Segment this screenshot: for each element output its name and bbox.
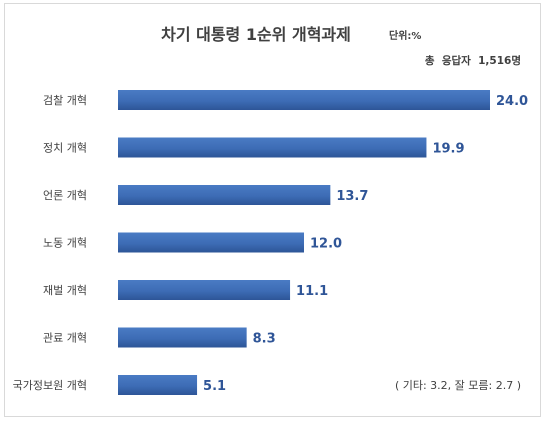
unit-label: 단위:%	[389, 29, 421, 42]
chart-title: 차기 대통령 1순위 개혁과제	[161, 25, 351, 44]
category-label: 국가정보원 개혁	[13, 379, 87, 392]
bars-group: 검찰 개혁 24.0 정치 개혁 19.9 언론 개혁 13.7 노동 개혁 12.0 재벌 개…	[13, 90, 528, 395]
respondents-label: 총 응답자 1,516명	[425, 54, 521, 67]
value-label: 8.3	[253, 332, 276, 347]
category-label: 노동 개혁	[43, 237, 87, 250]
value-label: 11.1	[296, 284, 328, 299]
bar	[118, 375, 198, 395]
category-label: 재벌 개혁	[43, 284, 87, 297]
category-label: 검찰 개혁	[43, 94, 87, 107]
bar	[118, 280, 291, 300]
bar	[118, 327, 247, 348]
value-label: 24.0	[496, 94, 528, 109]
category-label: 언론 개혁	[43, 189, 87, 202]
value-label: 5.1	[203, 379, 226, 394]
bar	[118, 185, 331, 205]
bar	[118, 90, 490, 110]
value-label: 19.9	[432, 142, 464, 157]
chart-frame	[4, 3, 541, 417]
category-label: 정치 개혁	[43, 142, 87, 155]
value-label: 12.0	[310, 237, 342, 252]
category-label: 관료 개혁	[43, 332, 87, 345]
footnote: ( 기타: 3.2, 잘 모름: 2.7 )	[395, 379, 521, 392]
bar	[118, 232, 304, 253]
value-label: 13.7	[336, 189, 368, 204]
bar	[118, 137, 427, 158]
